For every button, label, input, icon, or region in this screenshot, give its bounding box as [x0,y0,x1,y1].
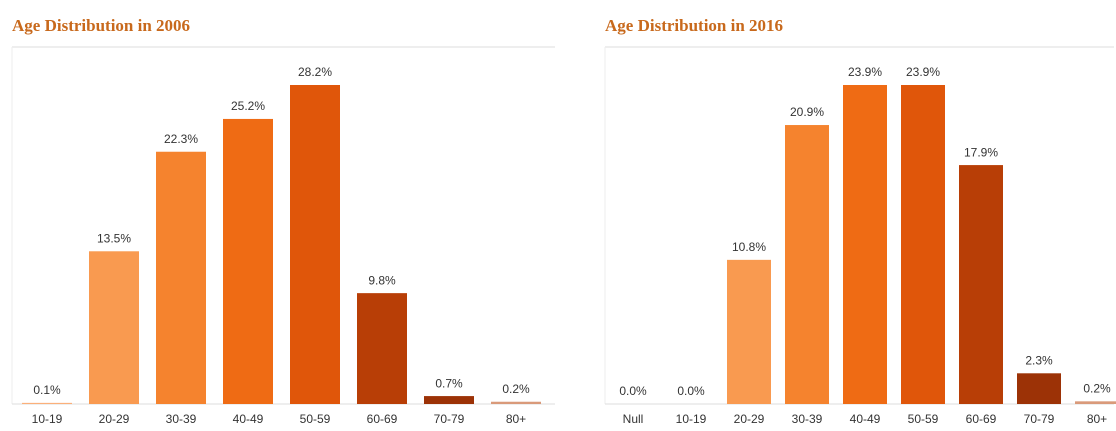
value-label: 28.2% [298,65,332,79]
bar [901,85,945,404]
x-tick-label: 30-39 [166,412,197,426]
value-label: 2.3% [1025,353,1053,367]
x-tick-label: 50-59 [908,412,939,426]
value-label: 0.2% [502,382,530,396]
value-label: 10.8% [732,240,766,254]
bar [89,251,139,404]
value-label: 20.9% [790,105,824,119]
bar [424,396,474,404]
chart-title: Age Distribution in 2006 [12,16,190,35]
value-label: 0.0% [619,384,647,398]
x-tick-label: 60-69 [966,412,997,426]
bar [727,259,771,404]
value-label: 0.1% [33,383,61,397]
x-tick-label: 50-59 [300,412,331,426]
x-tick-label: 60-69 [367,412,398,426]
bar [22,402,72,404]
x-tick-label: 10-19 [676,412,707,426]
bar [156,151,206,404]
bar [1017,373,1061,404]
x-tick-label: 80+ [506,412,526,426]
chart-title: Age Distribution in 2016 [605,16,783,35]
x-tick-label: 30-39 [792,412,823,426]
x-tick-label: 40-49 [233,412,264,426]
value-label: 23.9% [906,65,940,79]
x-tick-label: Null [623,412,644,426]
x-tick-label: 70-79 [1024,412,1055,426]
bar [1075,401,1116,404]
value-label: 17.9% [964,145,998,159]
x-tick-label: 20-29 [734,412,765,426]
value-label: 13.5% [97,231,131,245]
bar [959,165,1003,404]
value-label: 0.2% [1083,382,1111,396]
value-label: 22.3% [164,132,198,146]
x-tick-label: 20-29 [99,412,130,426]
value-label: 9.8% [368,273,396,287]
value-label: 23.9% [848,65,882,79]
x-tick-label: 10-19 [32,412,63,426]
x-tick-label: 70-79 [434,412,465,426]
bar [491,401,541,404]
x-tick-label: 40-49 [850,412,881,426]
value-label: 0.7% [435,376,463,390]
value-label: 25.2% [231,99,265,113]
bar [785,125,829,404]
bar [843,85,887,404]
bar [290,85,340,404]
x-tick-label: 80+ [1087,412,1107,426]
bar [223,118,273,405]
bar [357,293,407,404]
value-label: 0.0% [677,384,705,398]
